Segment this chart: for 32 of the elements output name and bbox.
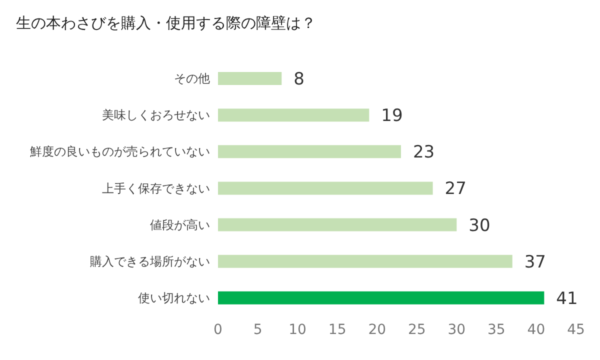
x-tick-label: 0 — [214, 322, 222, 338]
y-tick-label: 値段が高い — [150, 218, 210, 232]
bar — [218, 145, 401, 158]
bar — [218, 108, 370, 122]
data-label: 27 — [444, 179, 466, 200]
x-tick-label: 35 — [488, 322, 506, 338]
y-tick-label: 購入できる場所がない — [90, 254, 210, 268]
y-tick-label: 上手く保存できない — [102, 181, 210, 196]
data-label: 19 — [381, 106, 403, 126]
y-tick-label: 鮮度の良いものが売られていない — [30, 144, 210, 159]
x-tick-label: 30 — [448, 322, 466, 338]
bar — [218, 291, 544, 304]
data-label: 37 — [524, 252, 546, 272]
data-label: 30 — [468, 216, 490, 236]
x-tick-label: 5 — [253, 322, 262, 338]
x-tick-label: 10 — [288, 322, 306, 338]
y-tick-label: 美味しくおろせない — [102, 108, 210, 122]
x-tick-label: 25 — [408, 322, 426, 338]
x-tick-label: 15 — [328, 322, 346, 338]
data-label: 41 — [556, 288, 578, 309]
data-label: 23 — [412, 142, 435, 163]
bar — [218, 254, 512, 268]
x-tick-label: 40 — [527, 322, 546, 338]
bar — [218, 218, 457, 232]
data-label: 8 — [294, 70, 304, 90]
bar — [218, 182, 433, 195]
x-tick-label: 45 — [567, 322, 585, 338]
y-tick-label: その他 — [174, 72, 210, 86]
bar — [218, 72, 282, 85]
chart-title: 生の本わさびを購入・使用する際の障壁は？ — [16, 14, 316, 33]
x-tick-label: 20 — [368, 322, 386, 338]
y-tick-label: 使い切れない — [138, 290, 210, 305]
